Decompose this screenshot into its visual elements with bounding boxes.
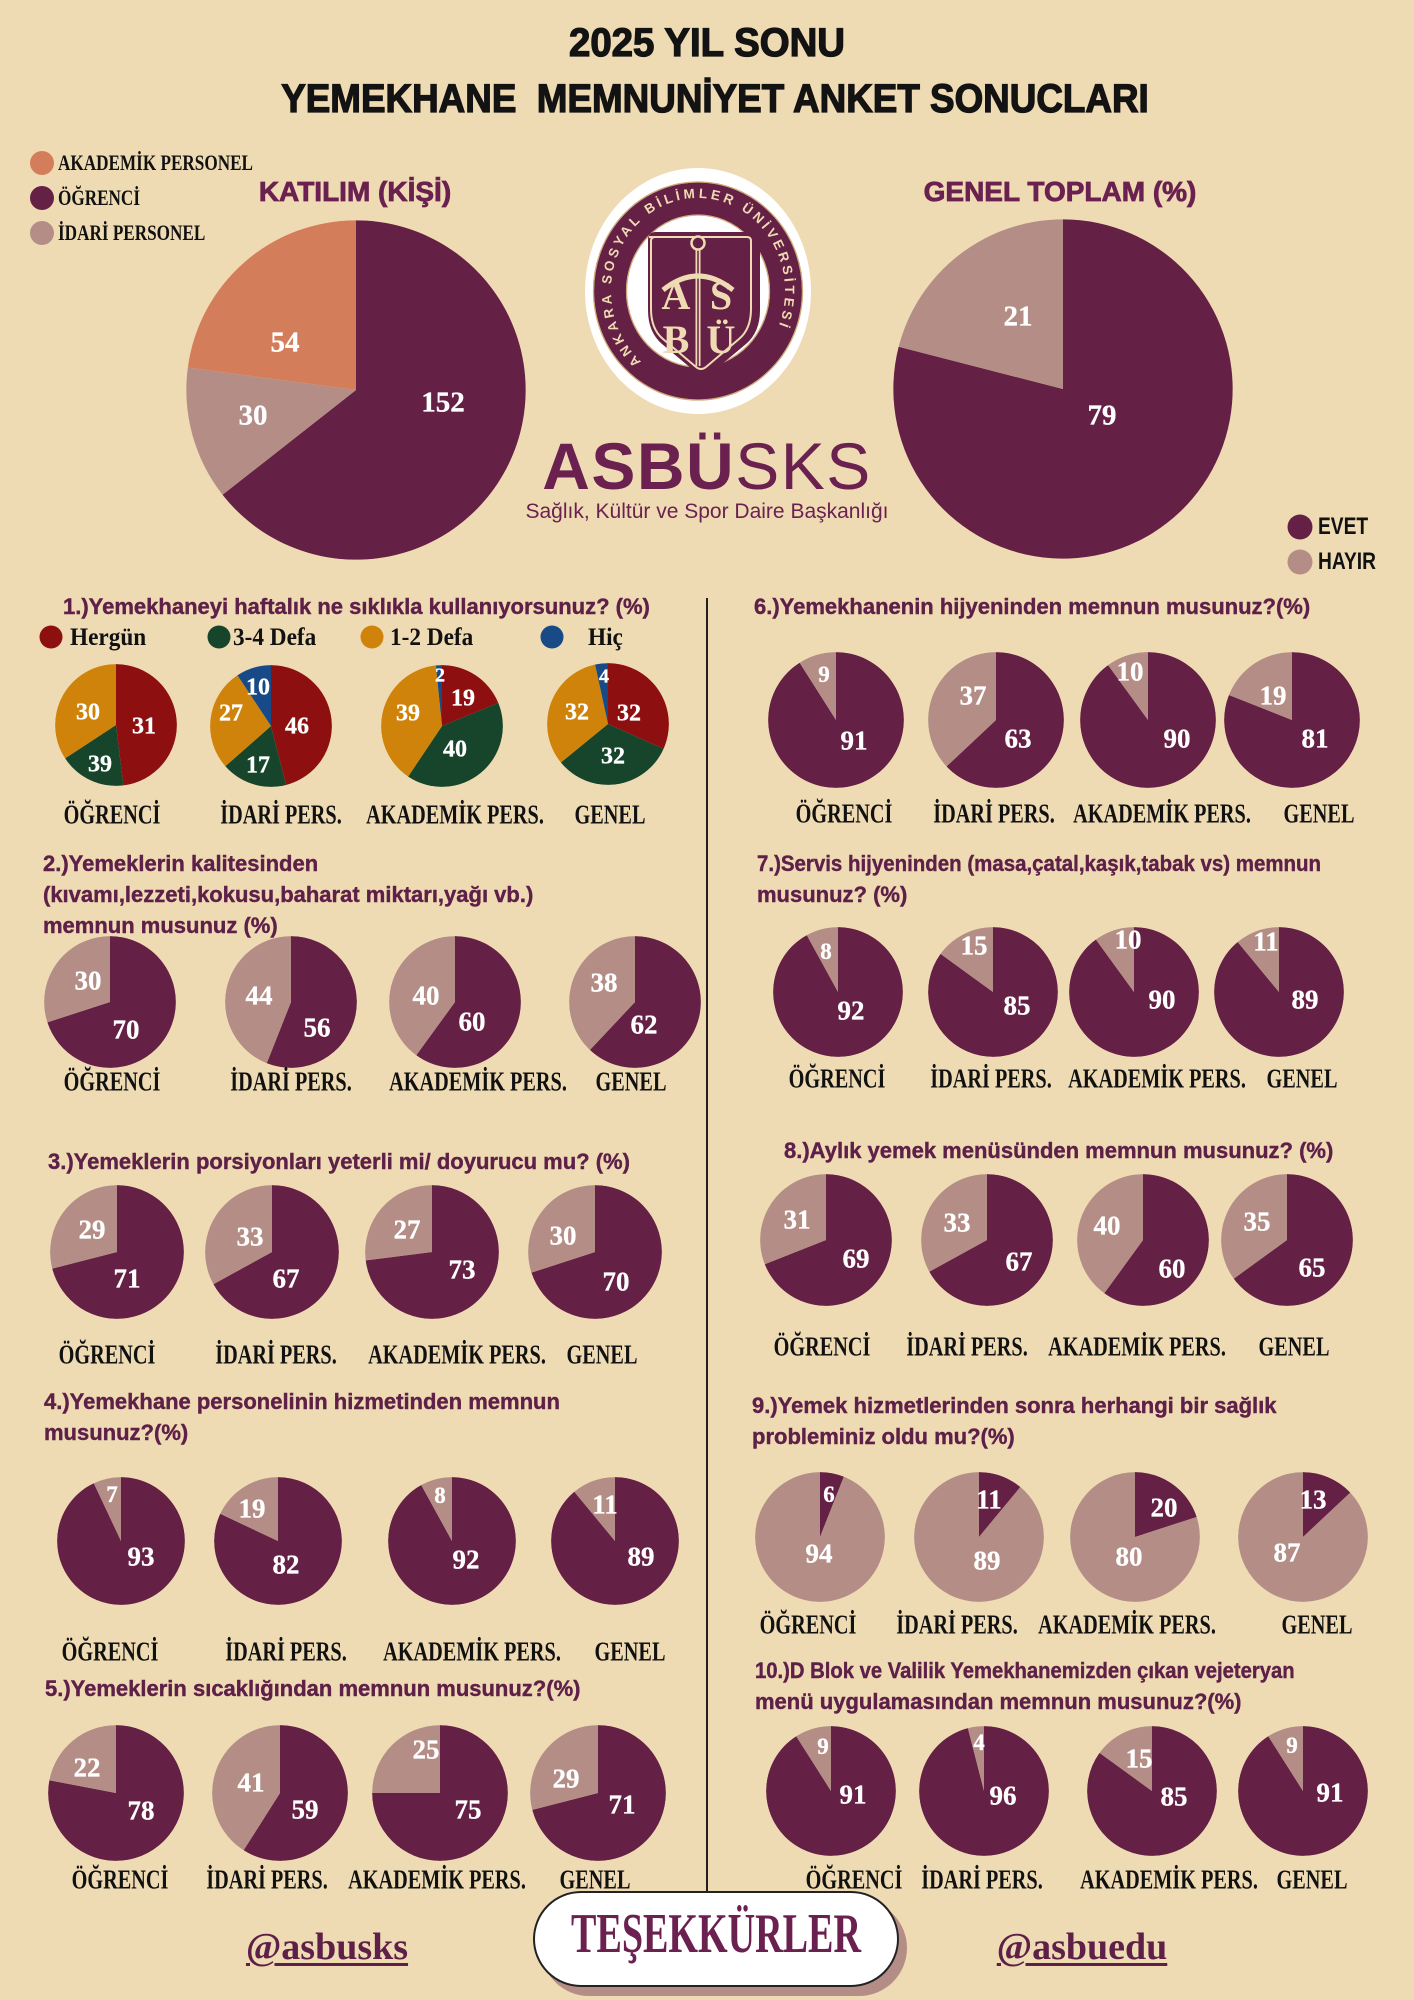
svg-text:B: B [663,317,690,362]
svg-text:Ü: Ü [707,317,736,362]
svg-text:S: S [710,273,732,318]
svg-text:A: A [662,273,691,318]
